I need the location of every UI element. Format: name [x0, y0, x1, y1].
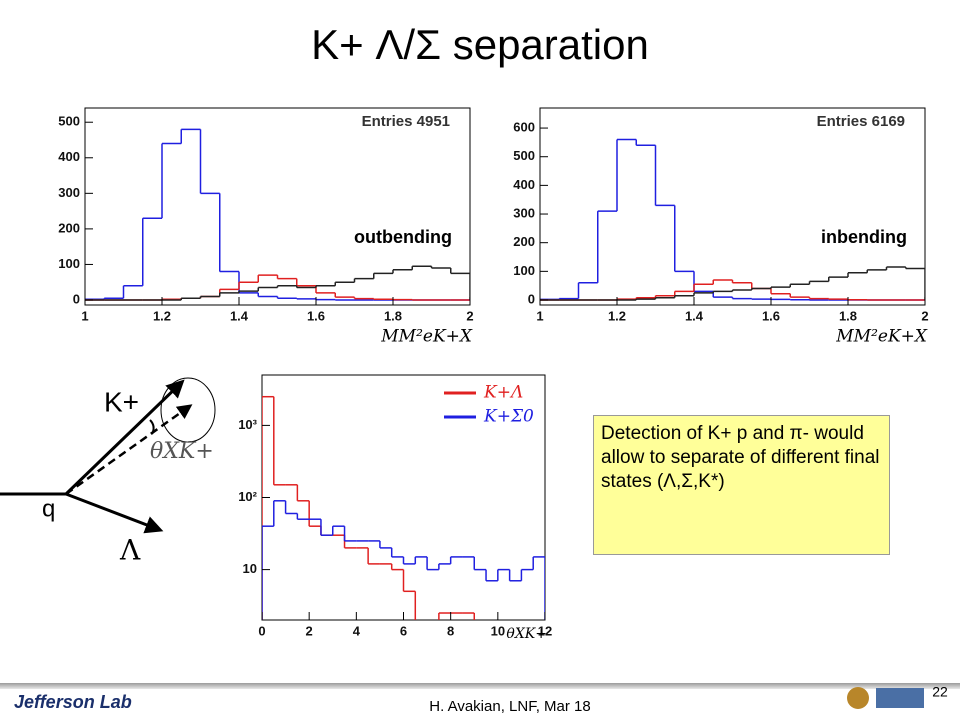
footer-logo: Jefferson Lab	[14, 692, 132, 712]
plot-area	[85, 128, 470, 301]
y-tick-label: 0	[73, 291, 80, 306]
annotation: inbending	[821, 227, 907, 247]
y-tick-label: 10	[243, 561, 257, 576]
x-tick-label: 6	[400, 623, 407, 638]
lambda-label: Λ	[119, 534, 141, 567]
angle-label: θXK+	[150, 439, 214, 464]
q-label: q	[42, 495, 55, 522]
y-tick-label: 300	[513, 205, 535, 220]
x-tick-label: 1.2	[153, 308, 171, 323]
y-tick-label: 10³	[238, 417, 257, 432]
logo-icon	[847, 687, 869, 709]
y-tick-label: 500	[513, 148, 535, 163]
x-axis-label: MM²eK+X	[835, 327, 928, 347]
plot-frame	[84, 107, 471, 306]
y-tick-label: 300	[58, 185, 80, 200]
x-tick-label: 1	[536, 308, 543, 323]
plot-area	[540, 138, 925, 301]
x-tick-label: 1.6	[307, 308, 325, 323]
page-number: 22	[932, 684, 948, 700]
x-tick-label: 1.4	[685, 308, 704, 323]
x-tick-label: 4	[353, 623, 361, 638]
plot-area	[262, 395, 545, 620]
x-tick-label: 1.2	[608, 308, 626, 323]
x-tick-label: 1.8	[384, 308, 402, 323]
x-tick-label: 10	[491, 623, 505, 638]
x-axis-label: MM²eK+X	[380, 327, 473, 347]
kaon-arrow	[64, 379, 185, 496]
x-tick-label: 2	[921, 308, 928, 323]
slide-title: K+ Λ/Σ separation	[311, 21, 649, 68]
x-tick-label: 2	[466, 308, 473, 323]
x-tick-label: 12	[538, 623, 552, 638]
kaon-label: K+	[104, 386, 139, 417]
legend-label: K+Σ0	[483, 407, 534, 427]
entries-label: Entries 6169	[817, 113, 905, 130]
note-box: Detection of K+ p and π- would allow to …	[593, 415, 890, 555]
lambda-arrow	[65, 492, 164, 534]
y-tick-label: 400	[58, 149, 80, 164]
footer-author: H. Avakian, LNF, Mar 18	[429, 698, 590, 715]
annotation: outbending	[354, 227, 452, 247]
x-axis-label: θXK+	[506, 626, 547, 642]
y-tick-label: 200	[513, 234, 535, 249]
x-tick-label: 1.8	[839, 308, 857, 323]
entries-label: Entries 4951	[362, 113, 450, 130]
angle-arc	[149, 419, 155, 435]
y-tick-label: 10²	[238, 489, 257, 504]
x-tick-label: 1.4	[230, 308, 249, 323]
x-tick-label: 0	[258, 623, 265, 638]
x-tick-label: 2	[306, 623, 313, 638]
y-tick-label: 500	[58, 114, 80, 129]
plot-frame	[539, 107, 926, 306]
y-tick-label: 600	[513, 119, 535, 134]
y-tick-label: 100	[58, 256, 80, 271]
logo-icon	[876, 688, 924, 708]
footer-bar	[0, 683, 960, 689]
cone	[160, 377, 216, 443]
x-tick-label: 1	[81, 308, 88, 323]
x-tick-label: 1.6	[762, 308, 780, 323]
y-tick-label: 400	[513, 177, 535, 192]
y-tick-label: 200	[58, 220, 80, 235]
legend-label: K+Λ	[483, 383, 523, 403]
x-tick-label: 8	[447, 623, 454, 638]
y-tick-label: 0	[528, 291, 535, 306]
y-tick-label: 100	[513, 263, 535, 278]
